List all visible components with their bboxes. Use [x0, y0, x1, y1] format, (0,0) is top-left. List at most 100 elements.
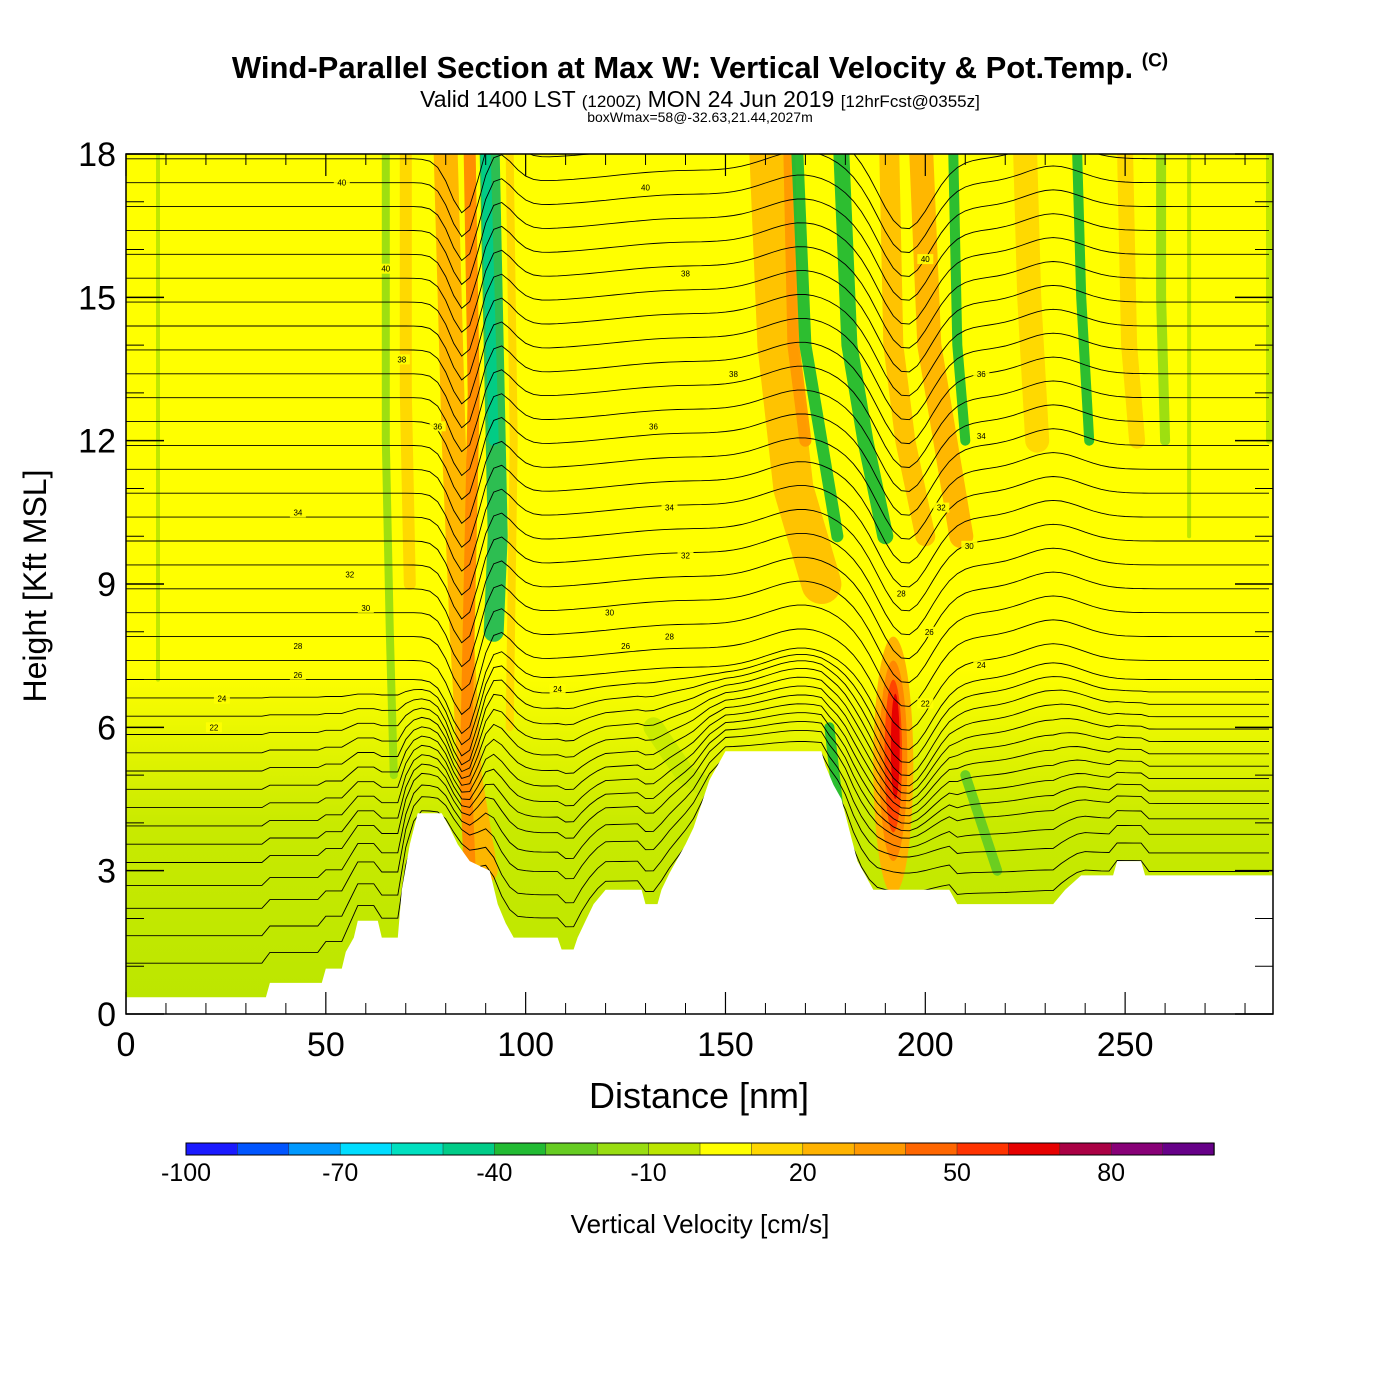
colorbar-tick-label: -10: [631, 1159, 667, 1187]
contour-label-text: 24: [553, 685, 562, 694]
x-tick-label: 150: [697, 1026, 754, 1064]
theta-contour: [126, 763, 1269, 937]
contour-label-bg: [289, 507, 306, 518]
x-axis-label: Distance [nm]: [589, 1075, 809, 1116]
theta-contour: [126, 741, 1269, 886]
contour-label-text: 26: [925, 628, 934, 637]
contour-label-bg: [601, 607, 618, 618]
contour-label: 28: [893, 588, 910, 599]
theta-contour: [126, 437, 1269, 540]
x-tick-label: 100: [497, 1026, 554, 1064]
contour-label: 36: [973, 368, 990, 379]
y-tick-label: 0: [97, 996, 116, 1034]
theta-contour: [126, 222, 1269, 325]
theta-contour: [126, 341, 1269, 445]
contour-label-bg: [289, 641, 306, 652]
theta-contour: [126, 721, 1269, 845]
colorbar-swatch: [1008, 1142, 1061, 1156]
colorbar-swatch: [1110, 1142, 1164, 1156]
contour-label-bg: [617, 641, 634, 652]
theta-contour: [126, 461, 1269, 564]
contour-label-text: 40: [921, 255, 930, 264]
theta-contour: [126, 694, 1269, 809]
colorbar-tick-label: 80: [1097, 1159, 1125, 1187]
colorbar-swatch: [288, 1142, 341, 1156]
theta-contour: [126, 509, 1269, 612]
contour-label-bg: [933, 502, 950, 513]
contour-label-bg: [921, 626, 938, 637]
contour-label-bg: [677, 550, 694, 561]
contour-label: 24: [213, 693, 230, 704]
contour-label: 32: [341, 569, 358, 580]
colorbar-swatch: [1162, 1142, 1215, 1156]
theta-contour: [126, 317, 1269, 421]
contour-label-text: 32: [345, 570, 354, 579]
velocity-band: [381, 154, 398, 780]
contour-label-text: 34: [293, 508, 302, 517]
colorbar-swatch: [853, 1142, 907, 1156]
contour-label-text: 22: [921, 699, 930, 708]
contour-label: 26: [617, 641, 634, 652]
contour-label-bg: [973, 430, 990, 441]
x-tick-label: 200: [897, 1026, 954, 1064]
colorbar-swatch: [648, 1142, 701, 1156]
contour-label-bg: [205, 722, 222, 733]
y-tick-label: 6: [97, 709, 116, 747]
valid-date: MON 24 Jun 2019: [647, 86, 835, 112]
contour-label-text: 32: [681, 551, 690, 560]
theta-contour: [126, 647, 1269, 750]
velocity-band: [909, 154, 974, 549]
contour-label-bg: [645, 421, 662, 432]
y-tick-label: 15: [78, 279, 116, 317]
contour-label-text: 22: [209, 723, 218, 732]
theta-contour: [126, 556, 1269, 660]
contour-label-text: 30: [965, 542, 974, 551]
contour-label-text: 36: [433, 422, 442, 431]
contour-label-bg: [549, 684, 566, 695]
contour-label-text: 40: [641, 183, 650, 192]
colorbar-swatch: [905, 1142, 958, 1156]
velocity-band: [783, 154, 812, 447]
colorbar-swatch: [596, 1142, 650, 1156]
contour-label-bg: [973, 660, 990, 671]
contour-label-bg: [357, 602, 374, 613]
contour-label-text: 34: [977, 432, 986, 441]
contour-label: 40: [917, 254, 934, 265]
contour-label: 38: [725, 368, 742, 379]
y-tick-label: 18: [78, 136, 116, 174]
colorbar-tick-label: 20: [789, 1159, 817, 1187]
contour-label-text: 26: [621, 642, 630, 651]
velocity-band: [749, 154, 842, 604]
contour-label-bg: [961, 540, 978, 551]
contour-label: 34: [289, 507, 306, 518]
contour-label: 26: [289, 669, 306, 680]
contour-label: 28: [661, 631, 678, 642]
contour-label-text: 30: [361, 604, 370, 613]
chart-title: Wind-Parallel Section at Max W: Vertical…: [0, 50, 1400, 86]
contour-label: 32: [677, 550, 694, 561]
contour-label-text: 26: [293, 671, 302, 680]
theta-contour: [126, 685, 1269, 802]
colorbar-swatch: [699, 1142, 753, 1156]
contour-label: 38: [393, 354, 410, 365]
box-max-info: boxWmax=58@-32.63,21.44,2027m: [587, 109, 813, 125]
contour-label-bg: [341, 569, 358, 580]
velocity-band: [1072, 154, 1095, 446]
contour-label-bg: [661, 631, 678, 642]
colorbar-tick-label: -70: [322, 1159, 358, 1187]
colorbar-swatch: [802, 1142, 855, 1156]
colorbar: -100 -70 -40 -10 20 50 80: [161, 1142, 1215, 1187]
colorbar-swatch: [1059, 1142, 1112, 1156]
contour-label-bg: [289, 669, 306, 680]
theta-contour: [126, 712, 1269, 827]
theta-contour: [126, 729, 1269, 863]
contour-label-bg: [973, 368, 990, 379]
contour-label: 22: [917, 698, 934, 709]
theta-contour: [126, 752, 1269, 909]
colorbar-swatch: [956, 1142, 1010, 1156]
x-tick-label: 50: [307, 1026, 345, 1064]
contour-label-text: 34: [665, 504, 674, 513]
contour-label-bg: [377, 263, 394, 274]
theta-contour: [126, 532, 1269, 636]
